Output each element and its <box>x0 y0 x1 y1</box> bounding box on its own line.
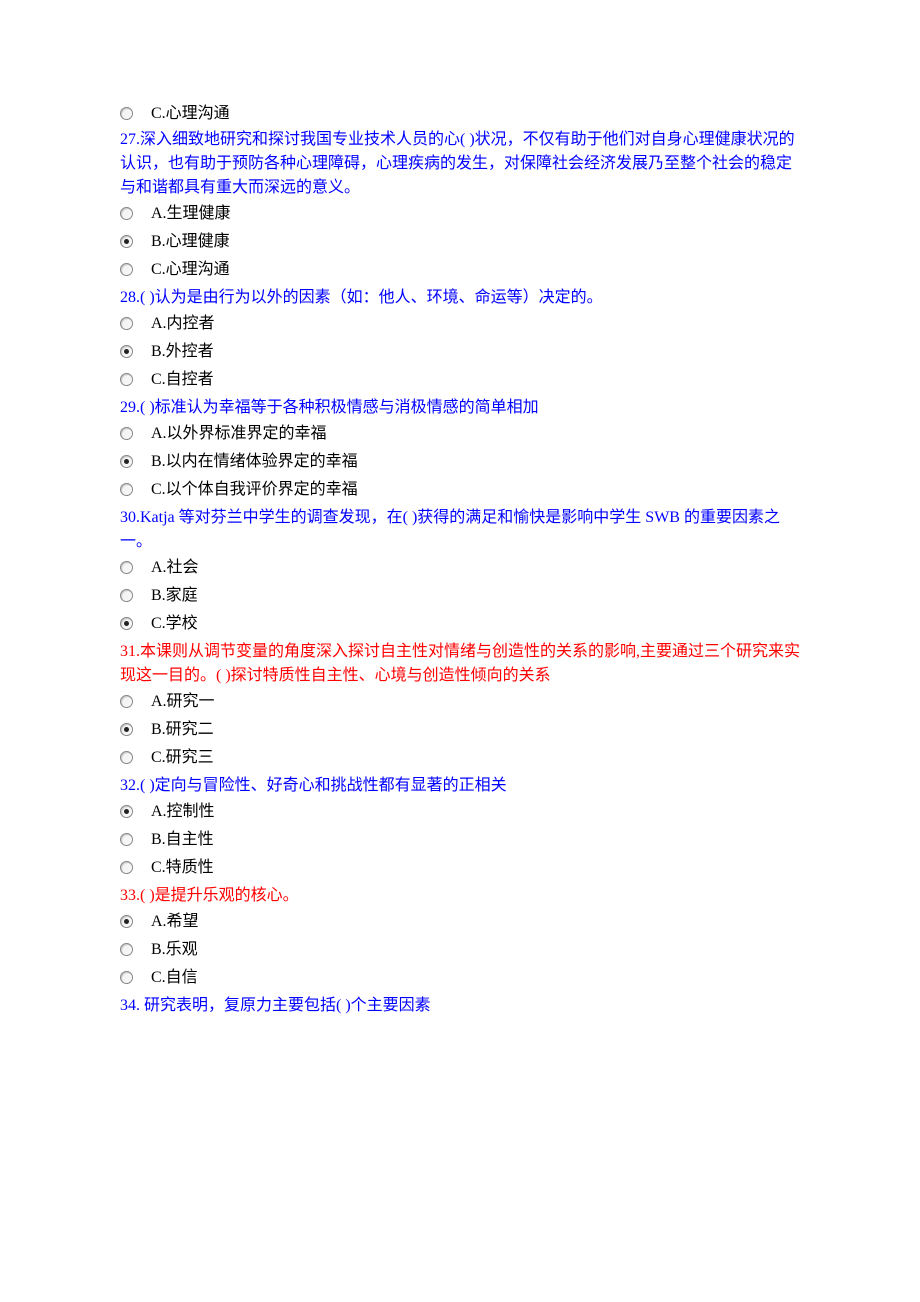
radio-icon[interactable] <box>120 207 133 220</box>
radio-icon[interactable] <box>120 345 133 358</box>
radio-icon[interactable] <box>120 723 133 736</box>
option-label: B.自主性 <box>151 826 214 854</box>
option-label: B.家庭 <box>151 582 198 610</box>
question-30: 30.Katja 等对芬兰中学生的调查发现，在( )获得的满足和愉快是影响中学生… <box>120 506 800 638</box>
option-label: C.研究三 <box>151 744 214 772</box>
q33-option-b: B.乐观 <box>120 936 800 964</box>
radio-icon[interactable] <box>120 861 133 874</box>
option-label: C.特质性 <box>151 854 214 882</box>
q29-option-b: B.以内在情绪体验界定的幸福 <box>120 448 800 476</box>
q27-option-a: A.生理健康 <box>120 200 800 228</box>
q26-option-c: C.心理沟通 <box>120 100 800 128</box>
question-27: 27.深入细致地研究和探讨我国专业技术人员的心( )状况，不仅有助于他们对自身心… <box>120 128 800 284</box>
radio-icon[interactable] <box>120 617 133 630</box>
option-label: A.控制性 <box>151 798 215 826</box>
q30-option-c: C.学校 <box>120 610 800 638</box>
radio-icon[interactable] <box>120 943 133 956</box>
q28-option-a: A.内控者 <box>120 310 800 338</box>
q31-option-a: A.研究一 <box>120 688 800 716</box>
q28-option-b: B.外控者 <box>120 338 800 366</box>
q27-option-c: C.心理沟通 <box>120 256 800 284</box>
question-28: 28.( )认为是由行为以外的因素（如：他人、环境、命运等）决定的。 A.内控者… <box>120 286 800 394</box>
option-label: A.内控者 <box>151 310 215 338</box>
radio-icon[interactable] <box>120 833 133 846</box>
q28-option-c: C.自控者 <box>120 366 800 394</box>
radio-icon[interactable] <box>120 695 133 708</box>
radio-icon[interactable] <box>120 561 133 574</box>
option-label: C.自控者 <box>151 366 214 394</box>
q33-option-a: A.希望 <box>120 908 800 936</box>
q29-option-a: A.以外界标准界定的幸福 <box>120 420 800 448</box>
option-label: C.心理沟通 <box>151 100 230 128</box>
option-label: C.学校 <box>151 610 198 638</box>
option-label: B.乐观 <box>151 936 198 964</box>
option-label: A.生理健康 <box>151 200 231 228</box>
question-33: 33.( )是提升乐观的核心。 A.希望 B.乐观 C.自信 <box>120 884 800 992</box>
question-text: 29.( )标准认为幸福等于各种积极情感与消极情感的简单相加 <box>120 396 800 420</box>
radio-icon[interactable] <box>120 317 133 330</box>
radio-icon[interactable] <box>120 751 133 764</box>
q32-option-b: B.自主性 <box>120 826 800 854</box>
option-label: C.心理沟通 <box>151 256 230 284</box>
option-label: A.社会 <box>151 554 199 582</box>
radio-icon[interactable] <box>120 263 133 276</box>
question-32: 32.( )定向与冒险性、好奇心和挑战性都有显著的正相关 A.控制性 B.自主性… <box>120 774 800 882</box>
question-text: 32.( )定向与冒险性、好奇心和挑战性都有显著的正相关 <box>120 774 800 798</box>
option-label: A.以外界标准界定的幸福 <box>151 420 327 448</box>
q29-option-c: C.以个体自我评价界定的幸福 <box>120 476 800 504</box>
radio-icon[interactable] <box>120 427 133 440</box>
radio-icon[interactable] <box>120 915 133 928</box>
question-text: 30.Katja 等对芬兰中学生的调查发现，在( )获得的满足和愉快是影响中学生… <box>120 506 800 554</box>
question-31: 31.本课则从调节变量的角度深入探讨自主性对情绪与创造性的关系的影响,主要通过三… <box>120 640 800 772</box>
question-29: 29.( )标准认为幸福等于各种积极情感与消极情感的简单相加 A.以外界标准界定… <box>120 396 800 504</box>
q32-option-a: A.控制性 <box>120 798 800 826</box>
radio-icon[interactable] <box>120 589 133 602</box>
radio-icon[interactable] <box>120 455 133 468</box>
question-text: 27.深入细致地研究和探讨我国专业技术人员的心( )状况，不仅有助于他们对自身心… <box>120 128 800 200</box>
radio-icon[interactable] <box>120 107 133 120</box>
radio-icon[interactable] <box>120 971 133 984</box>
option-label: B.以内在情绪体验界定的幸福 <box>151 448 358 476</box>
question-text: 33.( )是提升乐观的核心。 <box>120 884 800 908</box>
option-label: A.希望 <box>151 908 199 936</box>
radio-icon[interactable] <box>120 235 133 248</box>
option-label: B.外控者 <box>151 338 214 366</box>
q27-option-b: B.心理健康 <box>120 228 800 256</box>
q31-option-c: C.研究三 <box>120 744 800 772</box>
radio-icon[interactable] <box>120 805 133 818</box>
question-text: 28.( )认为是由行为以外的因素（如：他人、环境、命运等）决定的。 <box>120 286 800 310</box>
q33-option-c: C.自信 <box>120 964 800 992</box>
radio-icon[interactable] <box>120 483 133 496</box>
option-label: A.研究一 <box>151 688 215 716</box>
option-label: B.研究二 <box>151 716 214 744</box>
question-text: 31.本课则从调节变量的角度深入探讨自主性对情绪与创造性的关系的影响,主要通过三… <box>120 640 800 688</box>
question-34: 34. 研究表明，复原力主要包括( )个主要因素 <box>120 994 800 1018</box>
option-label: C.以个体自我评价界定的幸福 <box>151 476 358 504</box>
q31-option-b: B.研究二 <box>120 716 800 744</box>
q32-option-c: C.特质性 <box>120 854 800 882</box>
question-text: 34. 研究表明，复原力主要包括( )个主要因素 <box>120 994 800 1018</box>
option-label: B.心理健康 <box>151 228 230 256</box>
radio-icon[interactable] <box>120 373 133 386</box>
q30-option-b: B.家庭 <box>120 582 800 610</box>
option-label: C.自信 <box>151 964 198 992</box>
q30-option-a: A.社会 <box>120 554 800 582</box>
